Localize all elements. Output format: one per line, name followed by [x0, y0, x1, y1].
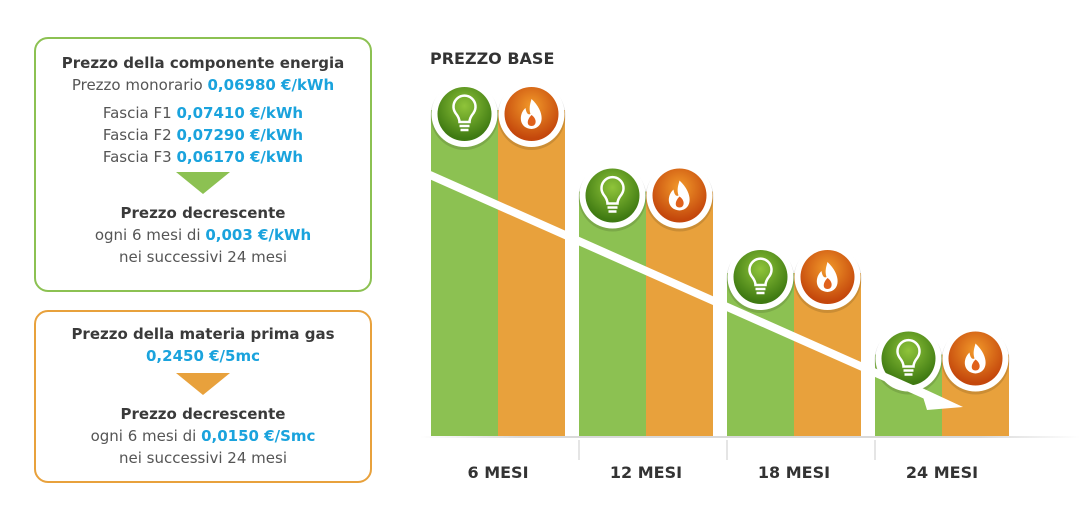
bar-gas-1 [498, 110, 565, 436]
decr-value: 0,0150 €/Smc [201, 427, 316, 445]
flame-icon [964, 343, 986, 374]
gas-price-box: Prezzo della materia prima gas 0,2450 €/… [34, 310, 372, 483]
gas-decr-title: Prezzo decrescente [120, 405, 286, 423]
decr-value: 0,003 €/kWh [205, 226, 312, 244]
decr-prefix: ogni 6 mesi di [90, 427, 197, 445]
fascia-label: Fascia F1 [102, 104, 172, 122]
flame-icon [668, 180, 690, 211]
energy-decr-line: ogni 6 mesi di 0,003 €/kWh [36, 224, 370, 246]
down-arrow-icon [176, 373, 230, 395]
mono-value: 0,06980 €/kWh [207, 76, 335, 94]
fascia-f1: Fascia F1 0,07410 €/kWh [36, 102, 370, 124]
flame-icon [520, 99, 542, 129]
trend-arrow [426, 171, 963, 410]
fasce-list: Fascia F1 0,07410 €/kWh Fascia F2 0,0729… [36, 102, 370, 168]
price-bar-chart [420, 81, 1080, 460]
fascia-label: Fascia F3 [102, 148, 172, 166]
energy-price-box: Prezzo della componente energia Prezzo m… [34, 37, 372, 292]
gas-decr-line: ogni 6 mesi di 0,0150 €/Smc [36, 425, 370, 447]
fascia-value: 0,07410 €/kWh [176, 104, 304, 122]
bar-gas-2 [646, 191, 713, 436]
lightbulb-icon [896, 338, 921, 376]
fascia-value: 0,07290 €/kWh [176, 126, 304, 144]
gas-decr-suffix: nei successivi 24 mesi [118, 449, 287, 467]
period-label: 12 MESI [609, 463, 683, 482]
lightbulb-icon [452, 94, 477, 132]
fascia-f3: Fascia F3 0,06170 €/kWh [36, 146, 370, 168]
fascia-f2: Fascia F2 0,07290 €/kWh [36, 124, 370, 146]
period-label: 24 MESI [905, 463, 979, 482]
flame-icon [816, 262, 838, 292]
energy-decr-suffix: nei successivi 24 mesi [118, 248, 287, 266]
period-label: 6 MESI [467, 463, 529, 482]
energy-title: Prezzo della componente energia [61, 54, 345, 72]
gas-title: Prezzo della materia prima gas [71, 325, 335, 343]
chart-title: PREZZO BASE [430, 49, 555, 68]
gas-value: 0,2450 €/5mc [146, 347, 260, 365]
bar-electricity-1 [431, 110, 498, 436]
down-arrow-icon [176, 172, 230, 194]
period-label: 18 MESI [757, 463, 831, 482]
bar-electricity-2 [579, 191, 646, 436]
baseline [420, 436, 1080, 438]
fascia-value: 0,06170 €/kWh [176, 148, 304, 166]
energy-decr-title: Prezzo decrescente [120, 204, 286, 222]
lightbulb-icon [600, 175, 625, 213]
lightbulb-icon [748, 257, 773, 295]
mono-price: Prezzo monorario 0,06980 €/kWh [36, 74, 370, 96]
decr-prefix: ogni 6 mesi di [94, 226, 201, 244]
fascia-label: Fascia F2 [102, 126, 172, 144]
mono-label: Prezzo monorario [71, 76, 203, 94]
